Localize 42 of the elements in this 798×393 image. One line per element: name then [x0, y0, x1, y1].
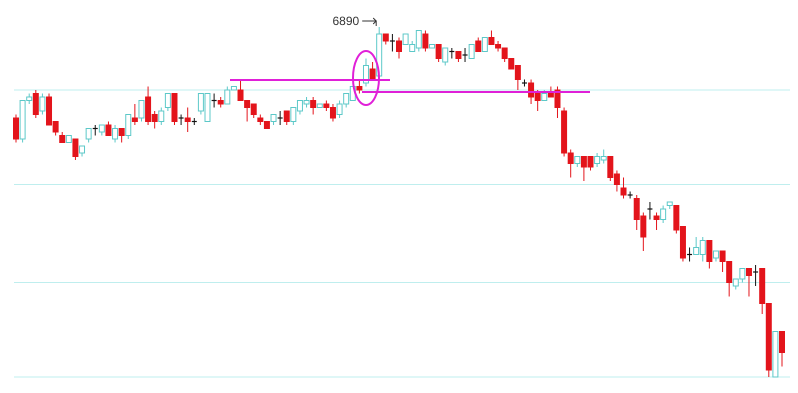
candlestick — [779, 331, 785, 367]
candlestick — [370, 62, 376, 80]
candlestick — [468, 44, 475, 59]
candlestick — [706, 240, 712, 269]
candlestick — [79, 146, 86, 157]
candlestick — [112, 124, 118, 143]
candlestick — [132, 104, 138, 126]
candlestick — [72, 138, 78, 160]
candlestick — [442, 48, 448, 66]
candlestick — [574, 156, 580, 168]
candlestick — [382, 34, 389, 45]
candlestick — [746, 268, 752, 297]
candlestick — [164, 93, 171, 112]
candlestick — [39, 93, 46, 115]
candlestick — [218, 96, 224, 108]
candlestick — [356, 79, 362, 94]
candlestick — [270, 114, 277, 126]
candlestick — [118, 128, 125, 143]
candlestick — [310, 96, 316, 115]
candlestick — [184, 107, 191, 132]
candlestick — [396, 37, 402, 59]
candlestick — [13, 114, 19, 143]
candlestick — [455, 51, 462, 62]
candlestick — [158, 107, 164, 126]
candlestick — [59, 132, 66, 143]
candlestick — [362, 58, 369, 87]
candlestick — [712, 250, 719, 262]
candlestick — [482, 37, 488, 52]
candlestick — [32, 90, 39, 118]
candlestick — [125, 114, 132, 140]
annotation: 6890 — [332, 14, 360, 28]
candlestick — [436, 44, 442, 62]
candlestick — [98, 124, 105, 136]
candlestick — [660, 205, 666, 224]
candlestick — [138, 100, 144, 122]
candlestick — [620, 177, 627, 199]
candlestick — [422, 30, 428, 52]
candlestick — [86, 128, 92, 143]
candlestick — [105, 121, 112, 136]
candlestick — [284, 110, 290, 126]
candlestick — [654, 212, 660, 230]
candlestick — [475, 37, 482, 52]
